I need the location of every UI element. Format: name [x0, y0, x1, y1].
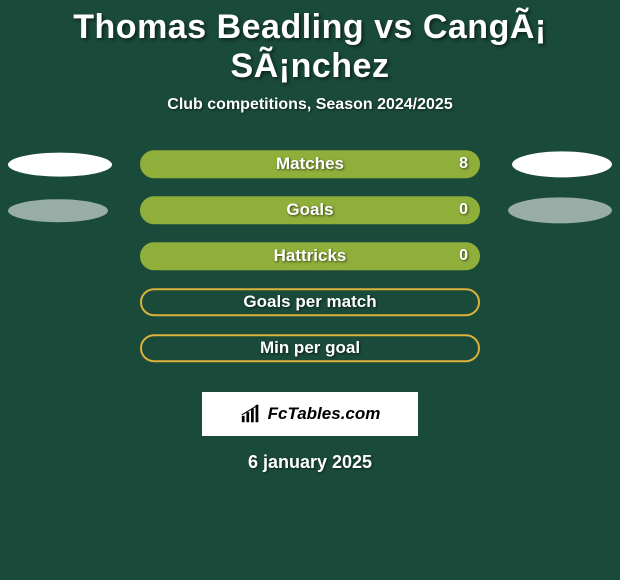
right-ellipse [512, 151, 612, 177]
bar-value: 0 [459, 201, 468, 219]
stat-row: Min per goal [0, 328, 620, 374]
bar-label: Goals [286, 200, 333, 220]
bar-label: Hattricks [274, 246, 347, 266]
right-ellipse [508, 197, 612, 223]
bar-value: 0 [459, 247, 468, 265]
page-title: Thomas Beadling vs CangÃ¡ SÃ¡nchez [0, 0, 620, 86]
stat-row: Goals per match [0, 282, 620, 328]
left-ellipse [8, 153, 112, 177]
stat-bar: Goals per match [140, 288, 480, 316]
date-text: 6 january 2025 [0, 452, 620, 473]
bar-value: 8 [459, 155, 468, 173]
subtitle: Club competitions, Season 2024/2025 [0, 96, 620, 114]
bar-label: Goals per match [243, 292, 376, 312]
logo-box: FcTables.com [202, 392, 418, 436]
stat-row: Hattricks 0 [0, 236, 620, 282]
stat-bar: Hattricks 0 [140, 242, 480, 270]
stats-rows: Matches 8 Goals 0 Hattricks 0 Goals per match M… [0, 144, 620, 374]
stat-bar: Goals 0 [140, 196, 480, 224]
left-ellipse [8, 199, 108, 222]
chart-icon [240, 403, 262, 425]
stat-row: Matches 8 [0, 144, 620, 190]
stat-row: Goals 0 [0, 190, 620, 236]
stat-bar: Min per goal [140, 334, 480, 362]
logo-text: FcTables.com [268, 404, 381, 424]
stat-bar: Matches 8 [140, 150, 480, 178]
bar-label: Min per goal [260, 338, 360, 358]
bar-label: Matches [276, 154, 344, 174]
